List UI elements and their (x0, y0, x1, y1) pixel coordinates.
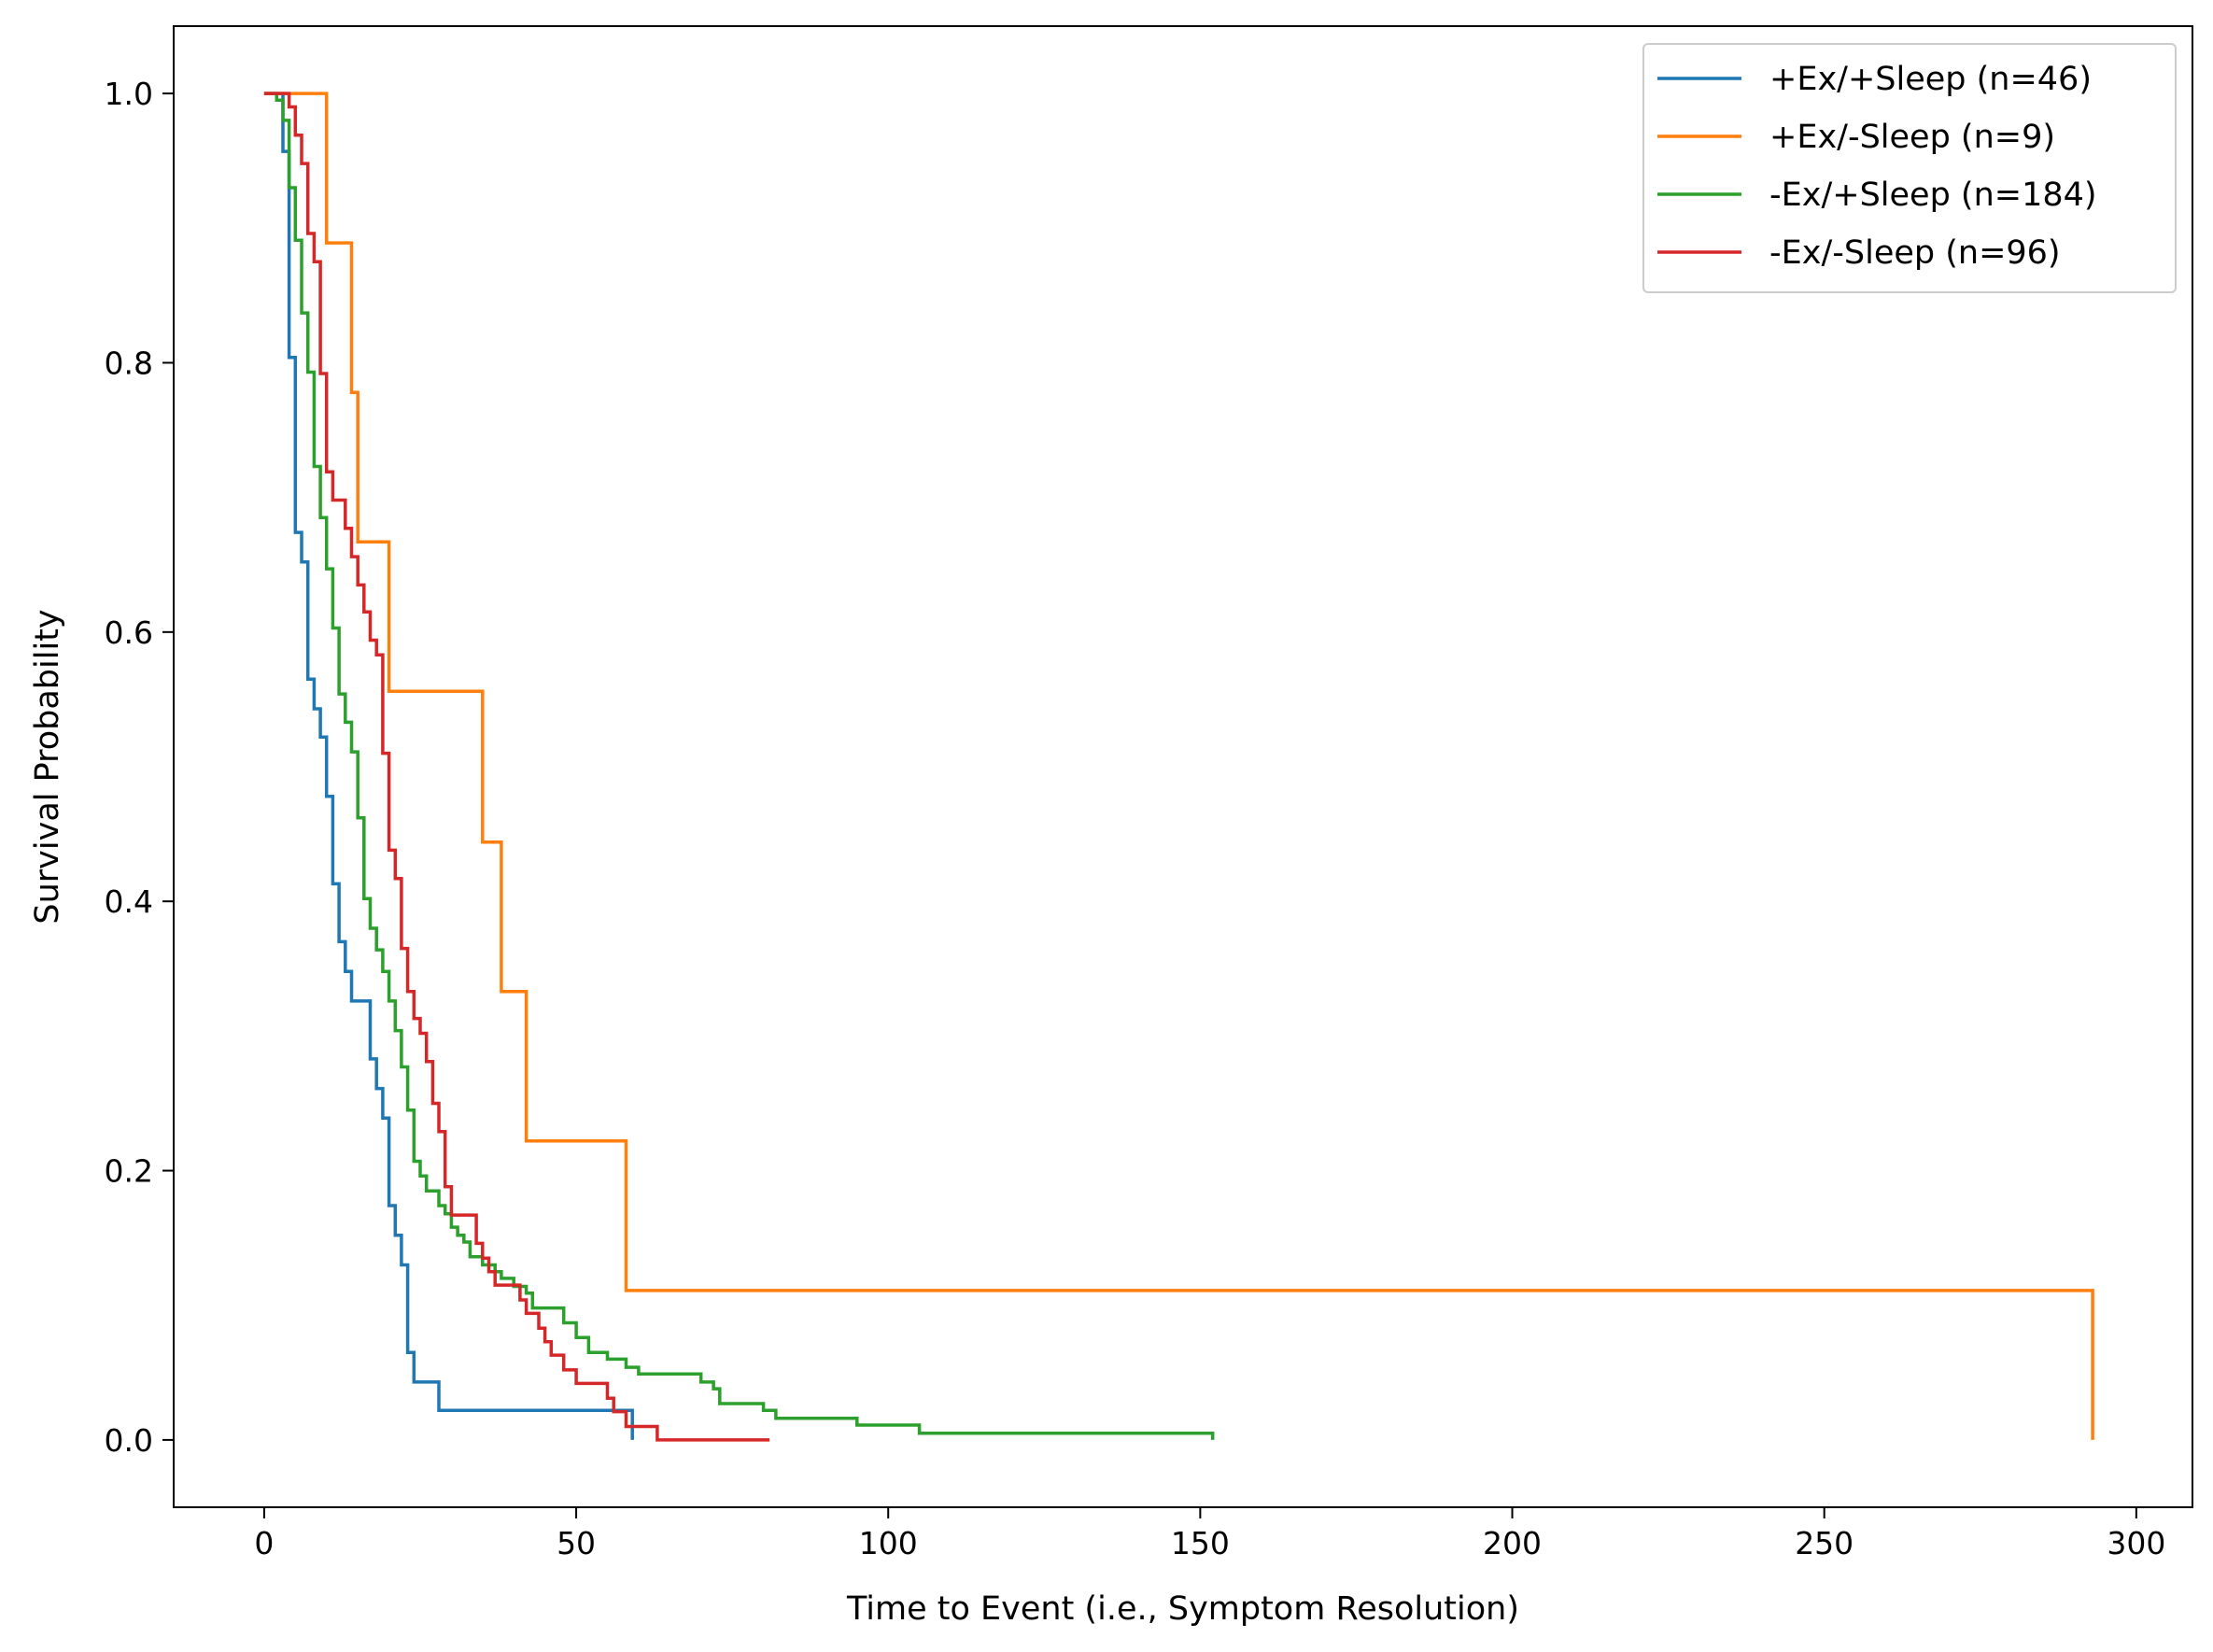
x-tick-label: 0 (254, 1525, 274, 1561)
y-tick-label: 0.2 (105, 1153, 153, 1190)
y-tick-label: 0.4 (105, 883, 153, 920)
legend-label-3: -Ex/+Sleep (n=184) (1769, 176, 2097, 214)
x-tick-label: 250 (1795, 1525, 1854, 1561)
series-group (263, 92, 2094, 1442)
y-tick-label: 0.0 (105, 1422, 153, 1459)
legend-label-4: -Ex/-Sleep (n=96) (1769, 234, 2061, 272)
y-tick-label: 0.8 (105, 345, 153, 381)
legend: +Ex/+Sleep (n=46) +Ex/-Sleep (n=9) -Ex/+Sl… (1642, 43, 2177, 293)
y-axis-label: Survival Probability (29, 609, 66, 924)
legend-label-2: +Ex/-Sleep (n=9) (1769, 119, 2055, 156)
x-axis: 0 50 100 150 200 250 300 (254, 1507, 2165, 1561)
x-axis-label: Time to Event (i.e., Symptom Resolution) (846, 1590, 1519, 1628)
y-axis: 0.0 0.2 0.4 0.6 0.8 1.0 (105, 76, 174, 1459)
x-tick-label: 300 (2107, 1525, 2165, 1561)
y-tick-label: 0.6 (105, 614, 153, 651)
legend-box (1642, 43, 2177, 293)
series-line-3 (263, 92, 1215, 1440)
series-line-2 (263, 92, 2094, 1440)
series-line-4 (263, 92, 770, 1442)
series-line-1 (263, 92, 634, 1440)
legend-label-1: +Ex/+Sleep (n=46) (1769, 61, 2092, 98)
x-tick-label: 200 (1483, 1525, 1542, 1561)
y-tick-label: 1.0 (105, 76, 153, 112)
x-tick-label: 150 (1171, 1525, 1230, 1561)
plot-frame (173, 25, 2193, 1508)
x-tick-label: 100 (859, 1525, 918, 1561)
x-tick-label: 50 (557, 1525, 596, 1561)
